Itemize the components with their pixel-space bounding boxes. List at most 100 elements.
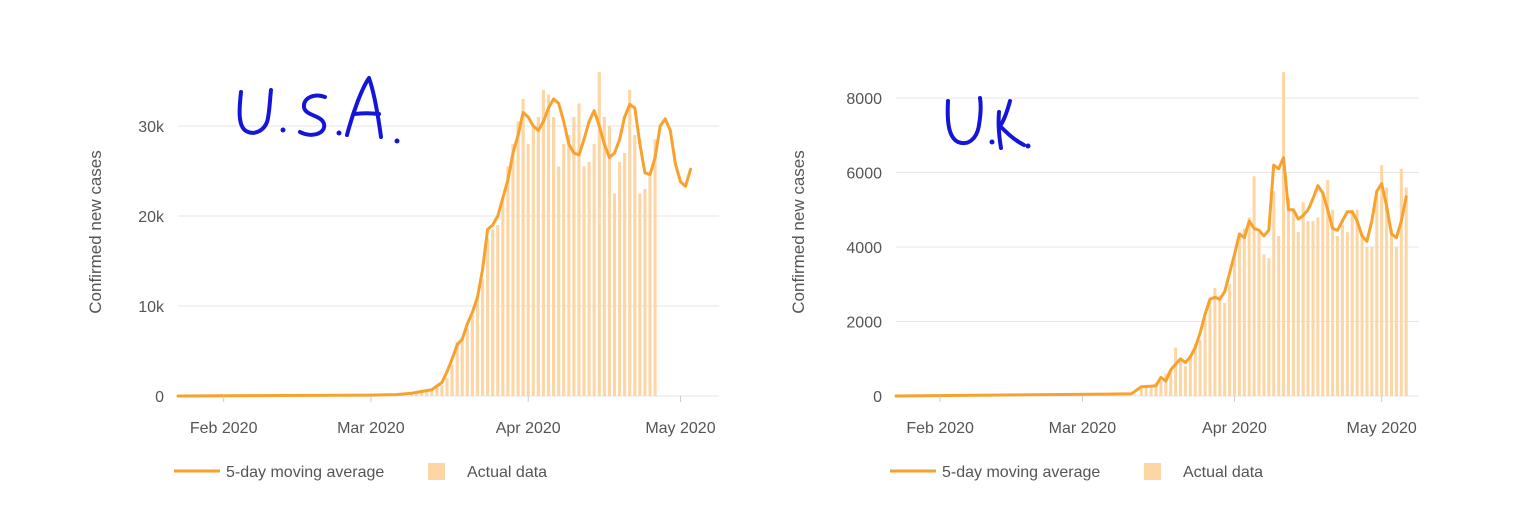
uk-bar bbox=[1154, 382, 1158, 396]
uk-y-ticks: 0 2000 4000 6000 8000 bbox=[846, 91, 882, 406]
usa-bar bbox=[623, 153, 627, 396]
uk-bar bbox=[1164, 373, 1168, 396]
usa-bar bbox=[567, 135, 571, 396]
uk-bar bbox=[1355, 209, 1359, 396]
uk-bar bbox=[1159, 381, 1163, 396]
usa-bar bbox=[617, 162, 622, 396]
uk-bar bbox=[1223, 302, 1227, 396]
uk-bar bbox=[1311, 220, 1315, 396]
uk-bar bbox=[1183, 366, 1187, 396]
usa-bar bbox=[648, 175, 652, 396]
uk-bar bbox=[1282, 72, 1286, 396]
uk-x-tick-label: Feb 2020 bbox=[906, 420, 974, 437]
usa-legend-bar-label: Actual data bbox=[467, 464, 547, 481]
uk-legend-bar-label: Actual data bbox=[1183, 464, 1263, 481]
uk-bar bbox=[1179, 358, 1183, 396]
usa-bar bbox=[455, 342, 459, 396]
uk-y-tick-label: 6000 bbox=[846, 166, 882, 183]
usa-bar bbox=[546, 94, 551, 396]
uk-bar bbox=[1277, 235, 1281, 396]
uk-legend-bar-swatch bbox=[1144, 463, 1161, 480]
uk-bar bbox=[1193, 343, 1197, 396]
usa-bar bbox=[562, 144, 566, 396]
uk-bar bbox=[1365, 247, 1369, 396]
uk-bar bbox=[1242, 228, 1246, 396]
usa-bar bbox=[450, 364, 454, 396]
uk-bar bbox=[1237, 235, 1241, 396]
usa-bar bbox=[420, 391, 424, 396]
uk-bar bbox=[1399, 168, 1403, 396]
uk-bar bbox=[1385, 187, 1389, 396]
usa-y-tick-label: 30k bbox=[138, 119, 165, 136]
uk-bars bbox=[1139, 72, 1408, 396]
usa-x-tick-label: Mar 2020 bbox=[337, 420, 405, 437]
uk-bar bbox=[1144, 386, 1148, 396]
usa-line-layer bbox=[176, 97, 693, 398]
uk-y-tick-label: 4000 bbox=[846, 240, 882, 257]
uk-bar bbox=[1267, 258, 1271, 396]
uk-bar bbox=[1321, 191, 1325, 396]
usa-bar bbox=[445, 378, 449, 396]
uk-line-layer bbox=[894, 156, 1408, 398]
uk-bar bbox=[1326, 180, 1330, 396]
usa-legend-bar-swatch bbox=[428, 463, 445, 480]
usa-bar bbox=[541, 90, 546, 396]
usa-bar bbox=[414, 392, 419, 396]
usa-bar bbox=[511, 144, 515, 396]
usa-bar bbox=[552, 117, 556, 396]
uk-x-ticks: Feb 2020 Mar 2020 Apr 2020 May 2020 bbox=[906, 396, 1417, 437]
usa-bar bbox=[638, 193, 642, 396]
usa-bars bbox=[409, 72, 657, 396]
usa-bar bbox=[628, 90, 632, 396]
uk-bar bbox=[1296, 232, 1300, 396]
usa-bar bbox=[486, 238, 490, 396]
uk-bar bbox=[1149, 384, 1153, 396]
uk-handwritten-annotation bbox=[945, 96, 1031, 150]
uk-gridlines bbox=[896, 97, 1419, 397]
usa-bar bbox=[531, 126, 535, 396]
uk-chart: 0 2000 4000 6000 8000 Feb 2020 Mar 2020 Apr 20… bbox=[789, 72, 1419, 481]
uk-bar bbox=[1252, 176, 1256, 396]
usa-bar bbox=[440, 385, 444, 396]
uk-bar bbox=[1306, 220, 1310, 396]
usa-bar bbox=[582, 166, 586, 396]
usa-bar bbox=[460, 337, 464, 396]
usa-y-tick-label: 0 bbox=[155, 389, 164, 406]
usa-bar bbox=[516, 121, 520, 396]
uk-bar bbox=[1203, 317, 1207, 396]
usa-bar bbox=[430, 388, 434, 396]
usa-y-tick-label: 10k bbox=[138, 299, 165, 316]
uk-y-tick-label: 8000 bbox=[846, 91, 882, 108]
usa-bar bbox=[536, 117, 540, 396]
usa-chart: 0 10k 20k 30k Feb 2020 Mar 2020 Apr 2020 May 2… bbox=[86, 72, 719, 481]
uk-bar bbox=[1301, 202, 1305, 396]
uk-bar bbox=[1228, 284, 1232, 396]
uk-bar bbox=[1350, 209, 1354, 396]
usa-bar bbox=[607, 126, 611, 396]
usa-bar bbox=[602, 117, 606, 396]
uk-bar bbox=[1232, 254, 1237, 396]
usa-bar bbox=[572, 117, 576, 396]
uk-bar bbox=[1291, 209, 1295, 396]
usa-bar bbox=[557, 166, 561, 396]
usa-y-tick-label: 20k bbox=[138, 209, 165, 226]
uk-bar bbox=[1404, 187, 1408, 396]
uk-bar bbox=[1198, 340, 1202, 396]
uk-y-tick-label: 0 bbox=[873, 389, 882, 406]
uk-x-tick-label: Mar 2020 bbox=[1049, 420, 1117, 437]
usa-bar bbox=[475, 297, 480, 396]
usa-bar bbox=[633, 135, 637, 396]
usa-x-tick-label: Feb 2020 bbox=[190, 420, 258, 437]
usa-bar bbox=[506, 166, 510, 396]
uk-bar bbox=[1169, 369, 1173, 396]
uk-bar bbox=[1257, 232, 1261, 396]
usa-bar bbox=[491, 229, 495, 396]
usa-bar bbox=[470, 315, 474, 396]
uk-bar bbox=[1340, 224, 1344, 396]
usa-moving-average-line bbox=[176, 97, 693, 398]
usa-gridlines bbox=[178, 125, 719, 397]
uk-x-tick-label: May 2020 bbox=[1347, 420, 1417, 437]
uk-x-tick-label: Apr 2020 bbox=[1202, 420, 1267, 437]
usa-legend: 5-day moving average Actual data bbox=[174, 463, 547, 481]
uk-bar bbox=[1218, 295, 1222, 396]
